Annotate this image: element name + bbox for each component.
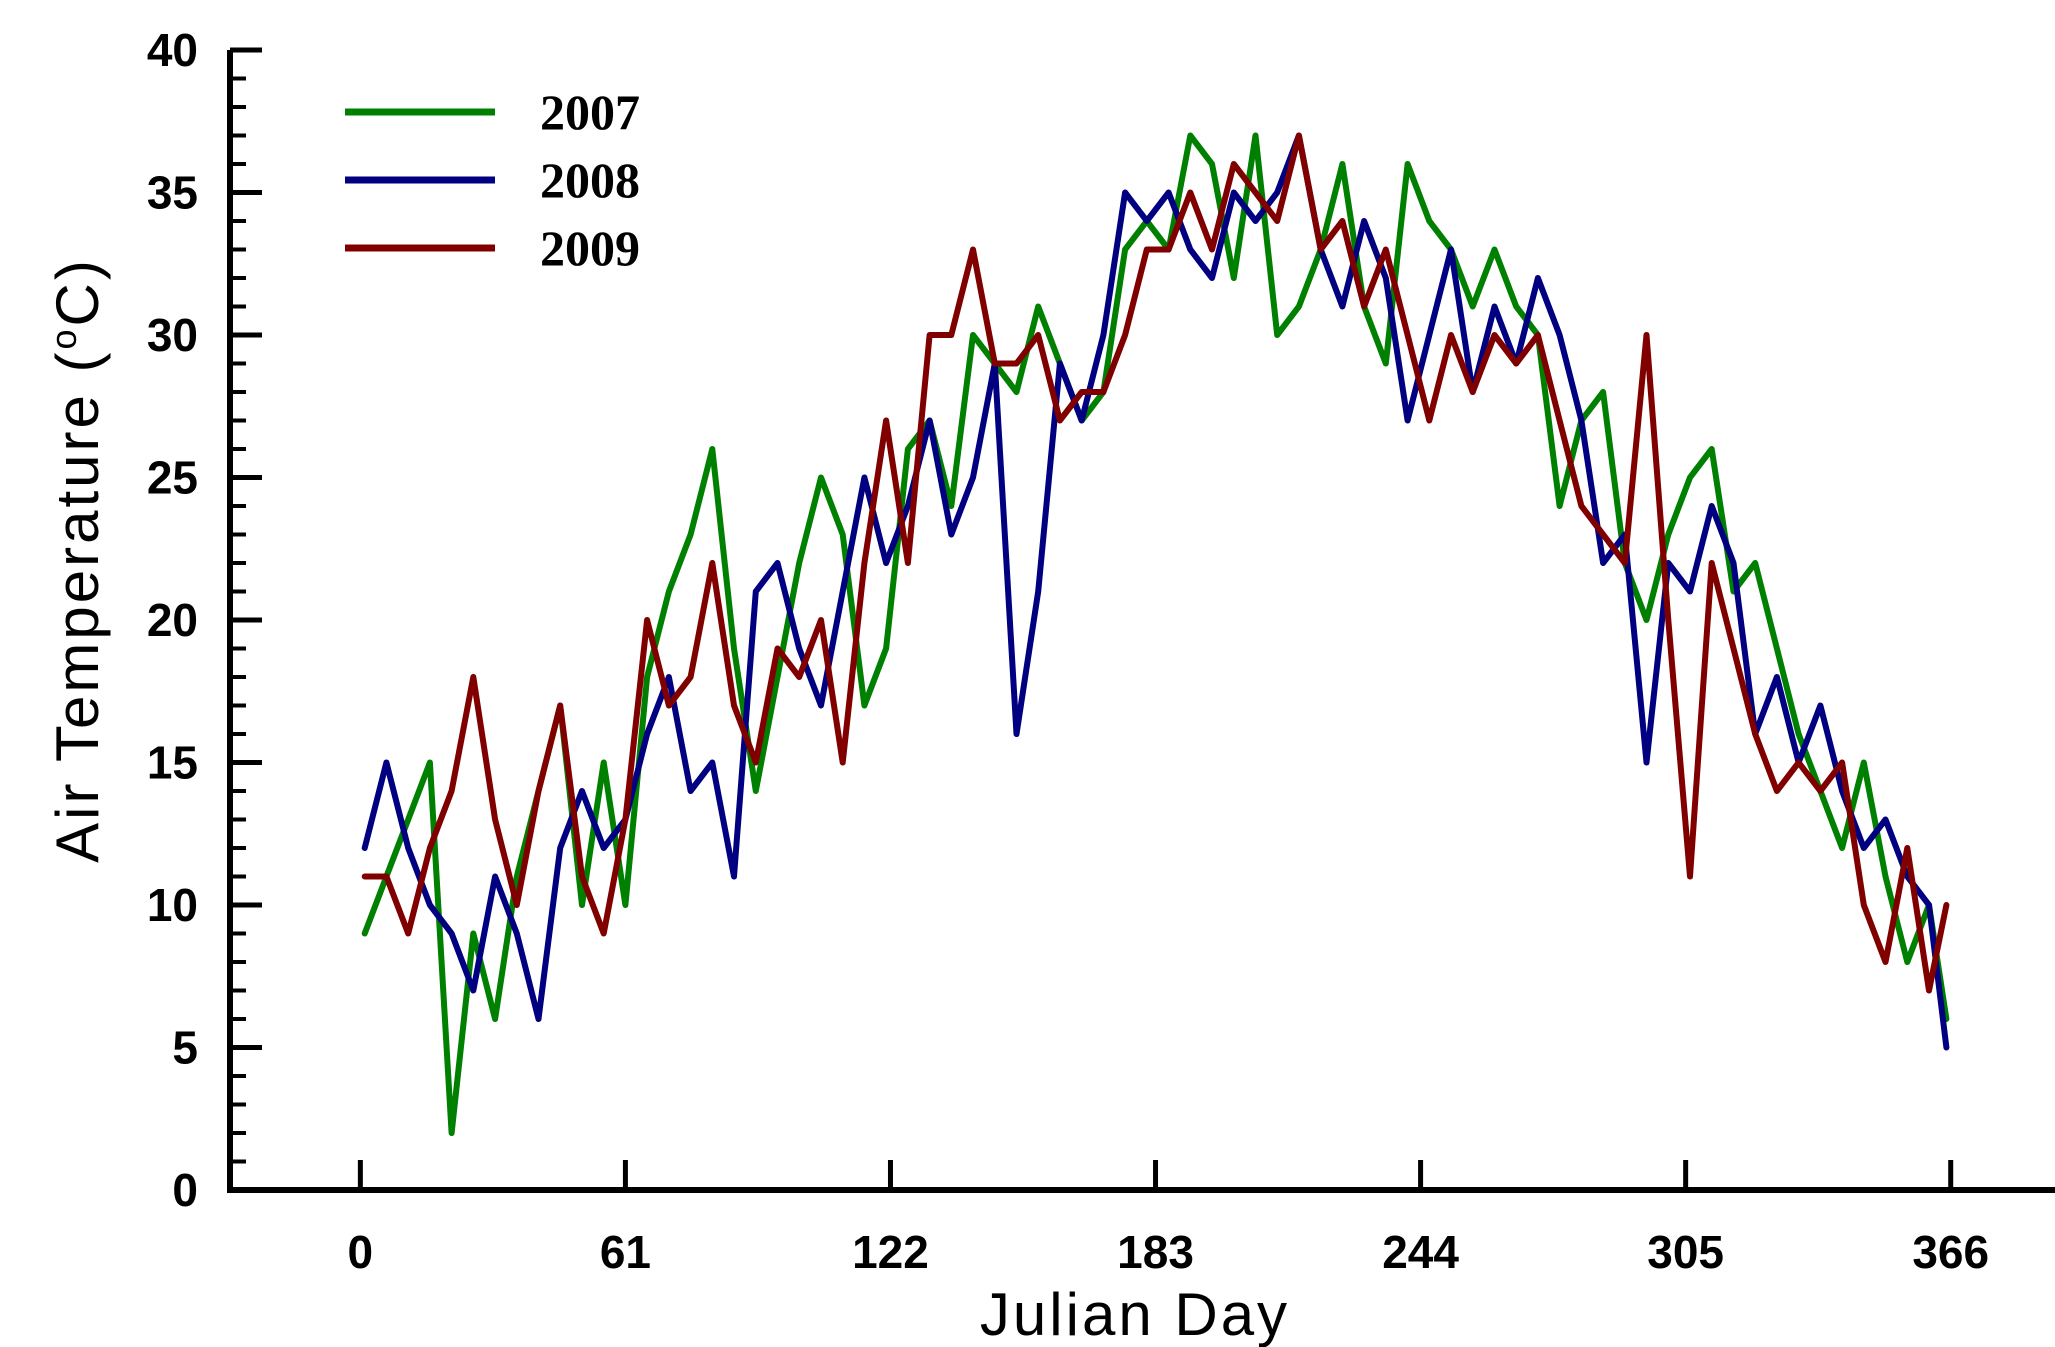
y-axis: 0 5 10 15 20 25 30 35 40 (147, 24, 262, 1216)
series-line-2007 (361, 132, 1950, 1136)
y-tick-label: 0 (172, 1164, 198, 1216)
legend-label-2007: 2007 (540, 84, 640, 140)
y-axis-title: Air Temperature (oC) (43, 257, 111, 863)
x-tick-label: 366 (1912, 1226, 1989, 1278)
y-tick-label: 30 (147, 309, 198, 361)
y-axis-title-suffix: C) (44, 257, 111, 326)
y-axis-title-degree: o (43, 326, 84, 349)
series-line-2009 (361, 132, 1950, 994)
y-axis-title-prefix: Air Temperature ( (44, 349, 111, 862)
y-tick-label: 15 (147, 737, 198, 789)
x-tick-label: 61 (600, 1226, 651, 1278)
y-tick-label: 40 (147, 24, 198, 76)
plot-series (361, 132, 1950, 1136)
x-tick-label: 183 (1117, 1226, 1194, 1278)
y-tick-label: 5 (172, 1022, 198, 1074)
legend-label-2009: 2009 (540, 220, 640, 276)
y-tick-label: 35 (147, 167, 198, 219)
x-tick-label: 0 (348, 1226, 374, 1278)
x-axis-title: Julian Day (980, 1281, 1290, 1347)
x-tick-label: 305 (1647, 1226, 1724, 1278)
y-tick-label: 20 (147, 594, 198, 646)
legend-label-2008: 2008 (540, 152, 640, 208)
legend: 2007 2008 2009 (345, 84, 640, 276)
y-tick-label: 10 (147, 879, 198, 931)
x-tick-label: 244 (1382, 1226, 1459, 1278)
x-tick-label: 122 (852, 1226, 929, 1278)
y-tick-label: 25 (147, 452, 198, 504)
x-axis: 0 61 122 183 244 305 366 (230, 1160, 2055, 1278)
